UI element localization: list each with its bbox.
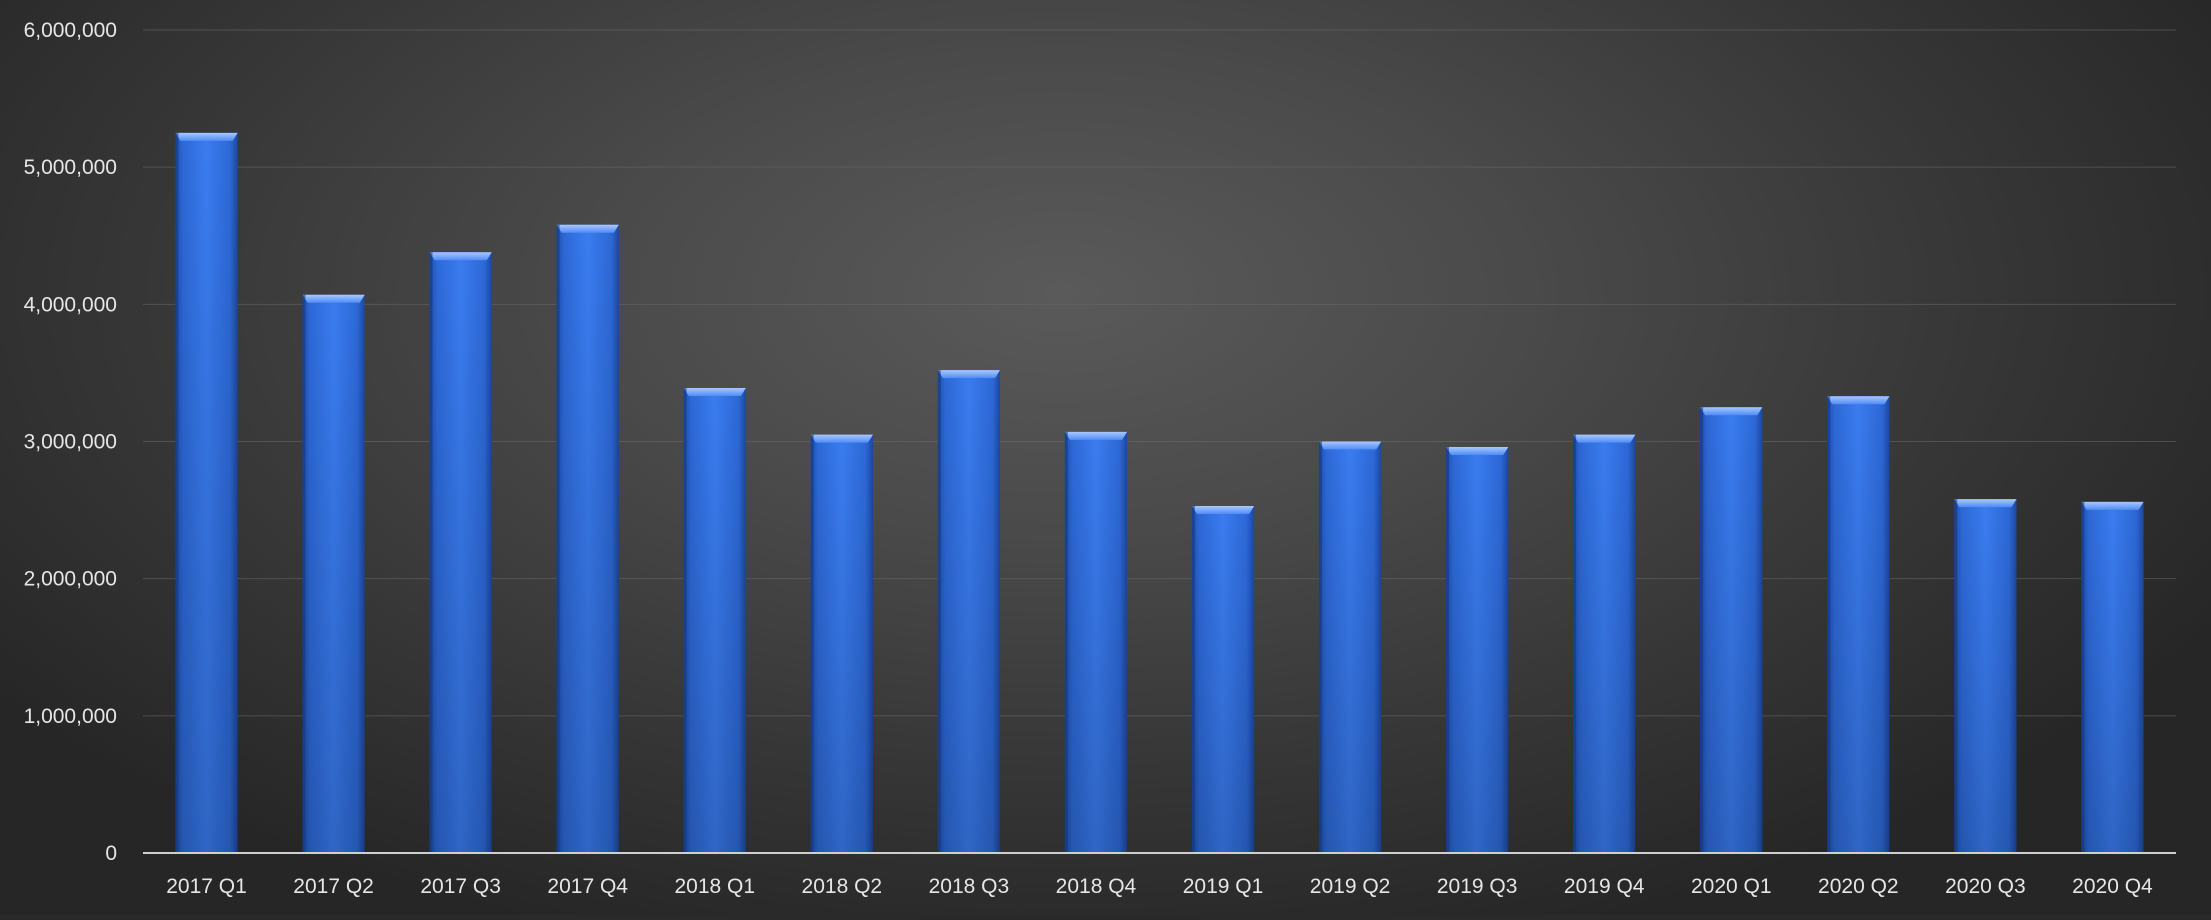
x-tick-label: 2018 Q2 <box>802 875 883 898</box>
y-tick-label: 1,000,000 <box>24 705 117 728</box>
bar-2017-q4 <box>556 224 619 853</box>
x-tick-label: 2019 Q1 <box>1183 875 1264 898</box>
x-tick-label: 2017 Q3 <box>420 875 501 898</box>
bar-edge <box>683 388 687 853</box>
bar-shade <box>2081 501 2144 853</box>
axes: 0 1,000,000 2,000,000 3,000,000 4,000,000 5,0… <box>24 19 2176 898</box>
bar-edge <box>937 370 941 853</box>
y-tick-label: 2,000,000 <box>24 568 117 591</box>
bar-2017-q3 <box>429 252 492 853</box>
bar-edge <box>2081 501 2085 853</box>
bar-shade <box>556 224 619 853</box>
bar-shade <box>1446 446 1509 853</box>
bar-shade <box>1064 431 1128 853</box>
bar-2018-q1 <box>683 388 746 853</box>
bar-edge <box>429 252 433 853</box>
x-tick-label: 2018 Q1 <box>674 875 755 898</box>
bar-edge <box>302 294 306 853</box>
bar-edge <box>1827 396 1831 853</box>
bar-2017-q2 <box>302 294 365 853</box>
bar-edge <box>1573 434 1577 853</box>
bars <box>175 132 2144 853</box>
bar-shade <box>1827 396 1890 853</box>
bar-shade <box>1700 407 1763 853</box>
bar-edge <box>1700 407 1704 853</box>
x-tick-label: 2020 Q2 <box>1818 875 1899 898</box>
y-tick-label: 3,000,000 <box>24 431 117 454</box>
x-tick-label: 2018 Q4 <box>1056 875 1137 898</box>
bar-2020-q2 <box>1827 396 1890 853</box>
bar-bevel <box>1191 505 1255 514</box>
bar-shade <box>937 370 1001 853</box>
bar-2020-q4 <box>2081 501 2144 853</box>
x-tick-label: 2019 Q2 <box>1310 875 1391 898</box>
y-tick-label: 6,000,000 <box>24 19 117 42</box>
bar-bevel <box>937 370 1001 379</box>
bar-2019-q1 <box>1191 505 1255 853</box>
bar-2018-q3 <box>937 370 1001 853</box>
bar-bevel <box>556 224 619 233</box>
bar-edge <box>1191 505 1195 853</box>
bar-bevel <box>1954 499 2017 508</box>
bar-shade <box>1954 499 2017 853</box>
bar-bevel <box>1064 431 1128 440</box>
x-tick-label: 2019 Q3 <box>1437 875 1518 898</box>
bar-shade <box>302 294 365 853</box>
y-tick-label: 5,000,000 <box>24 156 117 179</box>
bar-edge <box>1064 431 1068 853</box>
bar-bevel <box>1573 434 1636 443</box>
bar-shade <box>429 252 492 853</box>
y-tick-label: 0 <box>105 842 117 865</box>
bar-2019-q4 <box>1573 434 1636 853</box>
bar-bevel <box>683 388 746 397</box>
bar-bevel <box>429 252 492 261</box>
bar-bevel <box>175 132 238 141</box>
bar-shade <box>1318 441 1382 853</box>
bar-bevel <box>1827 396 1890 405</box>
x-tick-label: 2018 Q3 <box>929 875 1010 898</box>
bar-2019-q3 <box>1446 446 1509 853</box>
bar-shade <box>1573 434 1636 853</box>
x-tick-label: 2017 Q2 <box>293 875 374 898</box>
bar-bevel <box>1446 446 1509 455</box>
bar-edge <box>810 434 814 853</box>
x-tick-label: 2017 Q4 <box>547 875 628 898</box>
x-tick-label: 2019 Q4 <box>1564 875 1645 898</box>
bar-bevel <box>810 434 873 443</box>
bar-edge <box>175 132 179 853</box>
bar-edge <box>1318 441 1322 853</box>
bar-2020-q1 <box>1700 407 1763 853</box>
bar-shade <box>1191 505 1255 853</box>
x-tick-label: 2017 Q1 <box>166 875 247 898</box>
bar-edge <box>556 224 560 853</box>
bar-2018-q2 <box>810 434 873 853</box>
x-tick-label: 2020 Q4 <box>2072 875 2153 898</box>
x-tick-label: 2020 Q1 <box>1691 875 1772 898</box>
bar-2019-q2 <box>1318 441 1382 853</box>
bar-shade <box>175 132 238 853</box>
bar-bevel <box>302 294 365 303</box>
bar-shade <box>810 434 873 853</box>
bar-2017-q1 <box>175 132 238 853</box>
bar-bevel <box>1700 407 1763 416</box>
bar-2018-q4 <box>1064 431 1128 853</box>
y-tick-label: 4,000,000 <box>24 293 117 316</box>
bar-edge <box>1446 446 1450 853</box>
bar-2020-q3 <box>1954 499 2017 853</box>
bar-shade <box>683 388 746 853</box>
bar-bevel <box>1318 441 1382 450</box>
bar-edge <box>1954 499 1958 853</box>
x-tick-label: 2020 Q3 <box>1945 875 2026 898</box>
bar-bevel <box>2081 501 2144 510</box>
